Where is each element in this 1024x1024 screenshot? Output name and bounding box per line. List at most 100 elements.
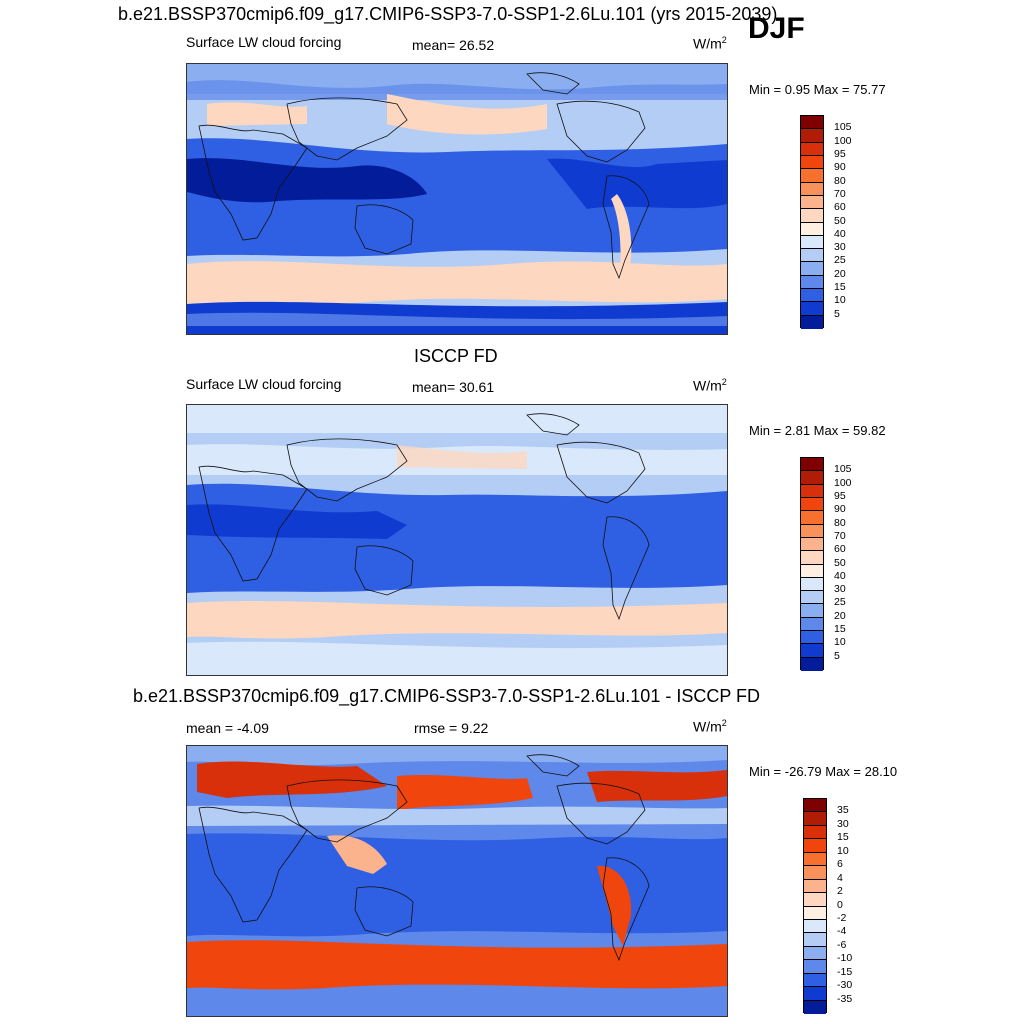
colorbar-swatch <box>801 591 823 605</box>
colorbar-swatch <box>804 879 826 894</box>
colorbar-tick-label: 15 <box>834 623 846 636</box>
colorbar-tick-label: -2 <box>837 911 847 924</box>
colorbar-tick-label: 5 <box>834 649 840 662</box>
colorbar-swatch <box>801 524 823 538</box>
colorbar-tick-label: -6 <box>837 938 847 951</box>
colorbar-tick-label: 25 <box>834 254 846 267</box>
colorbar-swatch <box>801 289 823 303</box>
colorbar-swatch <box>801 209 823 223</box>
colorbar-tick-label: 95 <box>834 147 846 160</box>
colorbar-swatch <box>801 315 823 329</box>
colorbar-swatch <box>801 577 823 592</box>
panel3-map-field <box>187 746 727 1016</box>
colorbar-tick-label: 10 <box>834 294 846 307</box>
colorbar-swatch <box>801 169 823 183</box>
panel1-mean: mean= 26.52 <box>412 37 495 53</box>
colorbar-tick-label: 5 <box>834 307 840 320</box>
colorbar-tick-label: 15 <box>837 831 849 844</box>
colorbar-swatch <box>801 657 823 671</box>
colorbar-tick-label: 20 <box>834 609 846 622</box>
colorbar-swatch <box>804 987 826 1001</box>
colorbar-swatch <box>804 1000 826 1014</box>
colorbar-swatch <box>804 812 826 826</box>
colorbar-swatch <box>804 933 826 947</box>
colorbar-swatch <box>801 142 823 156</box>
colorbar-tick-label: 105 <box>834 121 852 134</box>
colorbar-swatch <box>801 222 823 236</box>
colorbar-tick-label: 105 <box>834 463 852 476</box>
case-title: b.e21.BSSP370cmip6.f09_g17.CMIP6-SSP3-7.… <box>118 4 778 24</box>
panel2-map-field <box>187 405 727 675</box>
colorbar-swatch <box>801 235 823 250</box>
colorbar-swatch <box>801 302 823 316</box>
colorbar-tick-label: 95 <box>834 489 846 502</box>
panel3-colorbar <box>803 798 827 1014</box>
colorbar-swatch <box>801 484 823 498</box>
colorbar-swatch <box>801 275 823 290</box>
panel2-variable-label: Surface LW cloud forcing <box>186 376 342 392</box>
colorbar-tick-label: 70 <box>834 529 846 542</box>
colorbar-tick-label: 25 <box>834 596 846 609</box>
panel3-map <box>186 745 728 1017</box>
colorbar-tick-label: 35 <box>837 804 849 817</box>
colorbar-tick-label: 6 <box>837 858 843 871</box>
colorbar-swatch <box>804 893 826 907</box>
colorbar-swatch <box>801 537 823 552</box>
colorbar-tick-label: 40 <box>834 569 846 582</box>
colorbar-swatch <box>801 195 823 210</box>
colorbar-swatch <box>801 551 823 565</box>
panel2-colorbar <box>800 457 824 671</box>
colorbar-tick-label: -30 <box>837 979 853 992</box>
colorbar-tick-label: -15 <box>837 965 853 978</box>
panel3-units: W/m2 <box>693 718 727 735</box>
colorbar-swatch <box>804 960 826 974</box>
panel3-mean: mean = -4.09 <box>186 720 269 736</box>
colorbar-tick-label: 60 <box>834 543 846 556</box>
colorbar-swatch <box>801 617 823 632</box>
colorbar-tick-label: 100 <box>834 134 852 147</box>
panel1-minmax: Min = 0.95 Max = 75.77 <box>749 82 886 97</box>
colorbar-swatch <box>801 458 823 472</box>
colorbar-tick-label: 70 <box>834 187 846 200</box>
panel2-mean: mean= 30.61 <box>412 379 495 395</box>
colorbar-swatch <box>804 919 826 934</box>
colorbar-swatch <box>804 852 826 867</box>
panel1-variable-label: Surface LW cloud forcing <box>186 34 342 50</box>
colorbar-swatch <box>804 799 826 813</box>
colorbar-swatch <box>801 155 823 170</box>
colorbar-tick-label: 10 <box>834 636 846 649</box>
colorbar-swatch <box>804 973 826 988</box>
panel2-map <box>186 404 728 676</box>
colorbar-swatch <box>801 497 823 512</box>
colorbar-tick-label: 80 <box>834 516 846 529</box>
colorbar-swatch <box>801 631 823 645</box>
colorbar-tick-label: 15 <box>834 281 846 294</box>
colorbar-swatch <box>801 604 823 618</box>
colorbar-swatch <box>801 129 823 143</box>
colorbar-tick-label: 30 <box>837 817 849 830</box>
colorbar-swatch <box>801 116 823 130</box>
colorbar-tick-label: 100 <box>834 476 852 489</box>
colorbar-swatch <box>804 825 826 840</box>
colorbar-tick-label: 90 <box>834 503 846 516</box>
panel3-title: b.e21.BSSP370cmip6.f09_g17.CMIP6-SSP3-7.… <box>133 686 761 706</box>
colorbar-tick-label: 4 <box>837 871 843 884</box>
colorbar-swatch <box>801 471 823 485</box>
colorbar-tick-label: 30 <box>834 241 846 254</box>
colorbar-tick-label: 20 <box>834 267 846 280</box>
colorbar-swatch <box>804 839 826 853</box>
colorbar-tick-label: 2 <box>837 885 843 898</box>
colorbar-swatch <box>804 946 826 961</box>
colorbar-tick-label: -4 <box>837 925 847 938</box>
panel1-map-field <box>187 64 727 334</box>
panel2-title: ISCCP FD <box>414 346 498 366</box>
panel2-units: W/m2 <box>693 377 727 394</box>
panel3-rmse: rmse = 9.22 <box>414 720 489 736</box>
colorbar-tick-label: 40 <box>834 227 846 240</box>
colorbar-tick-label: 80 <box>834 174 846 187</box>
colorbar-tick-label: 30 <box>834 583 846 596</box>
colorbar-tick-label: 50 <box>834 556 846 569</box>
colorbar-tick-label: 90 <box>834 161 846 174</box>
colorbar-swatch <box>801 644 823 658</box>
colorbar-tick-label: 50 <box>834 214 846 227</box>
